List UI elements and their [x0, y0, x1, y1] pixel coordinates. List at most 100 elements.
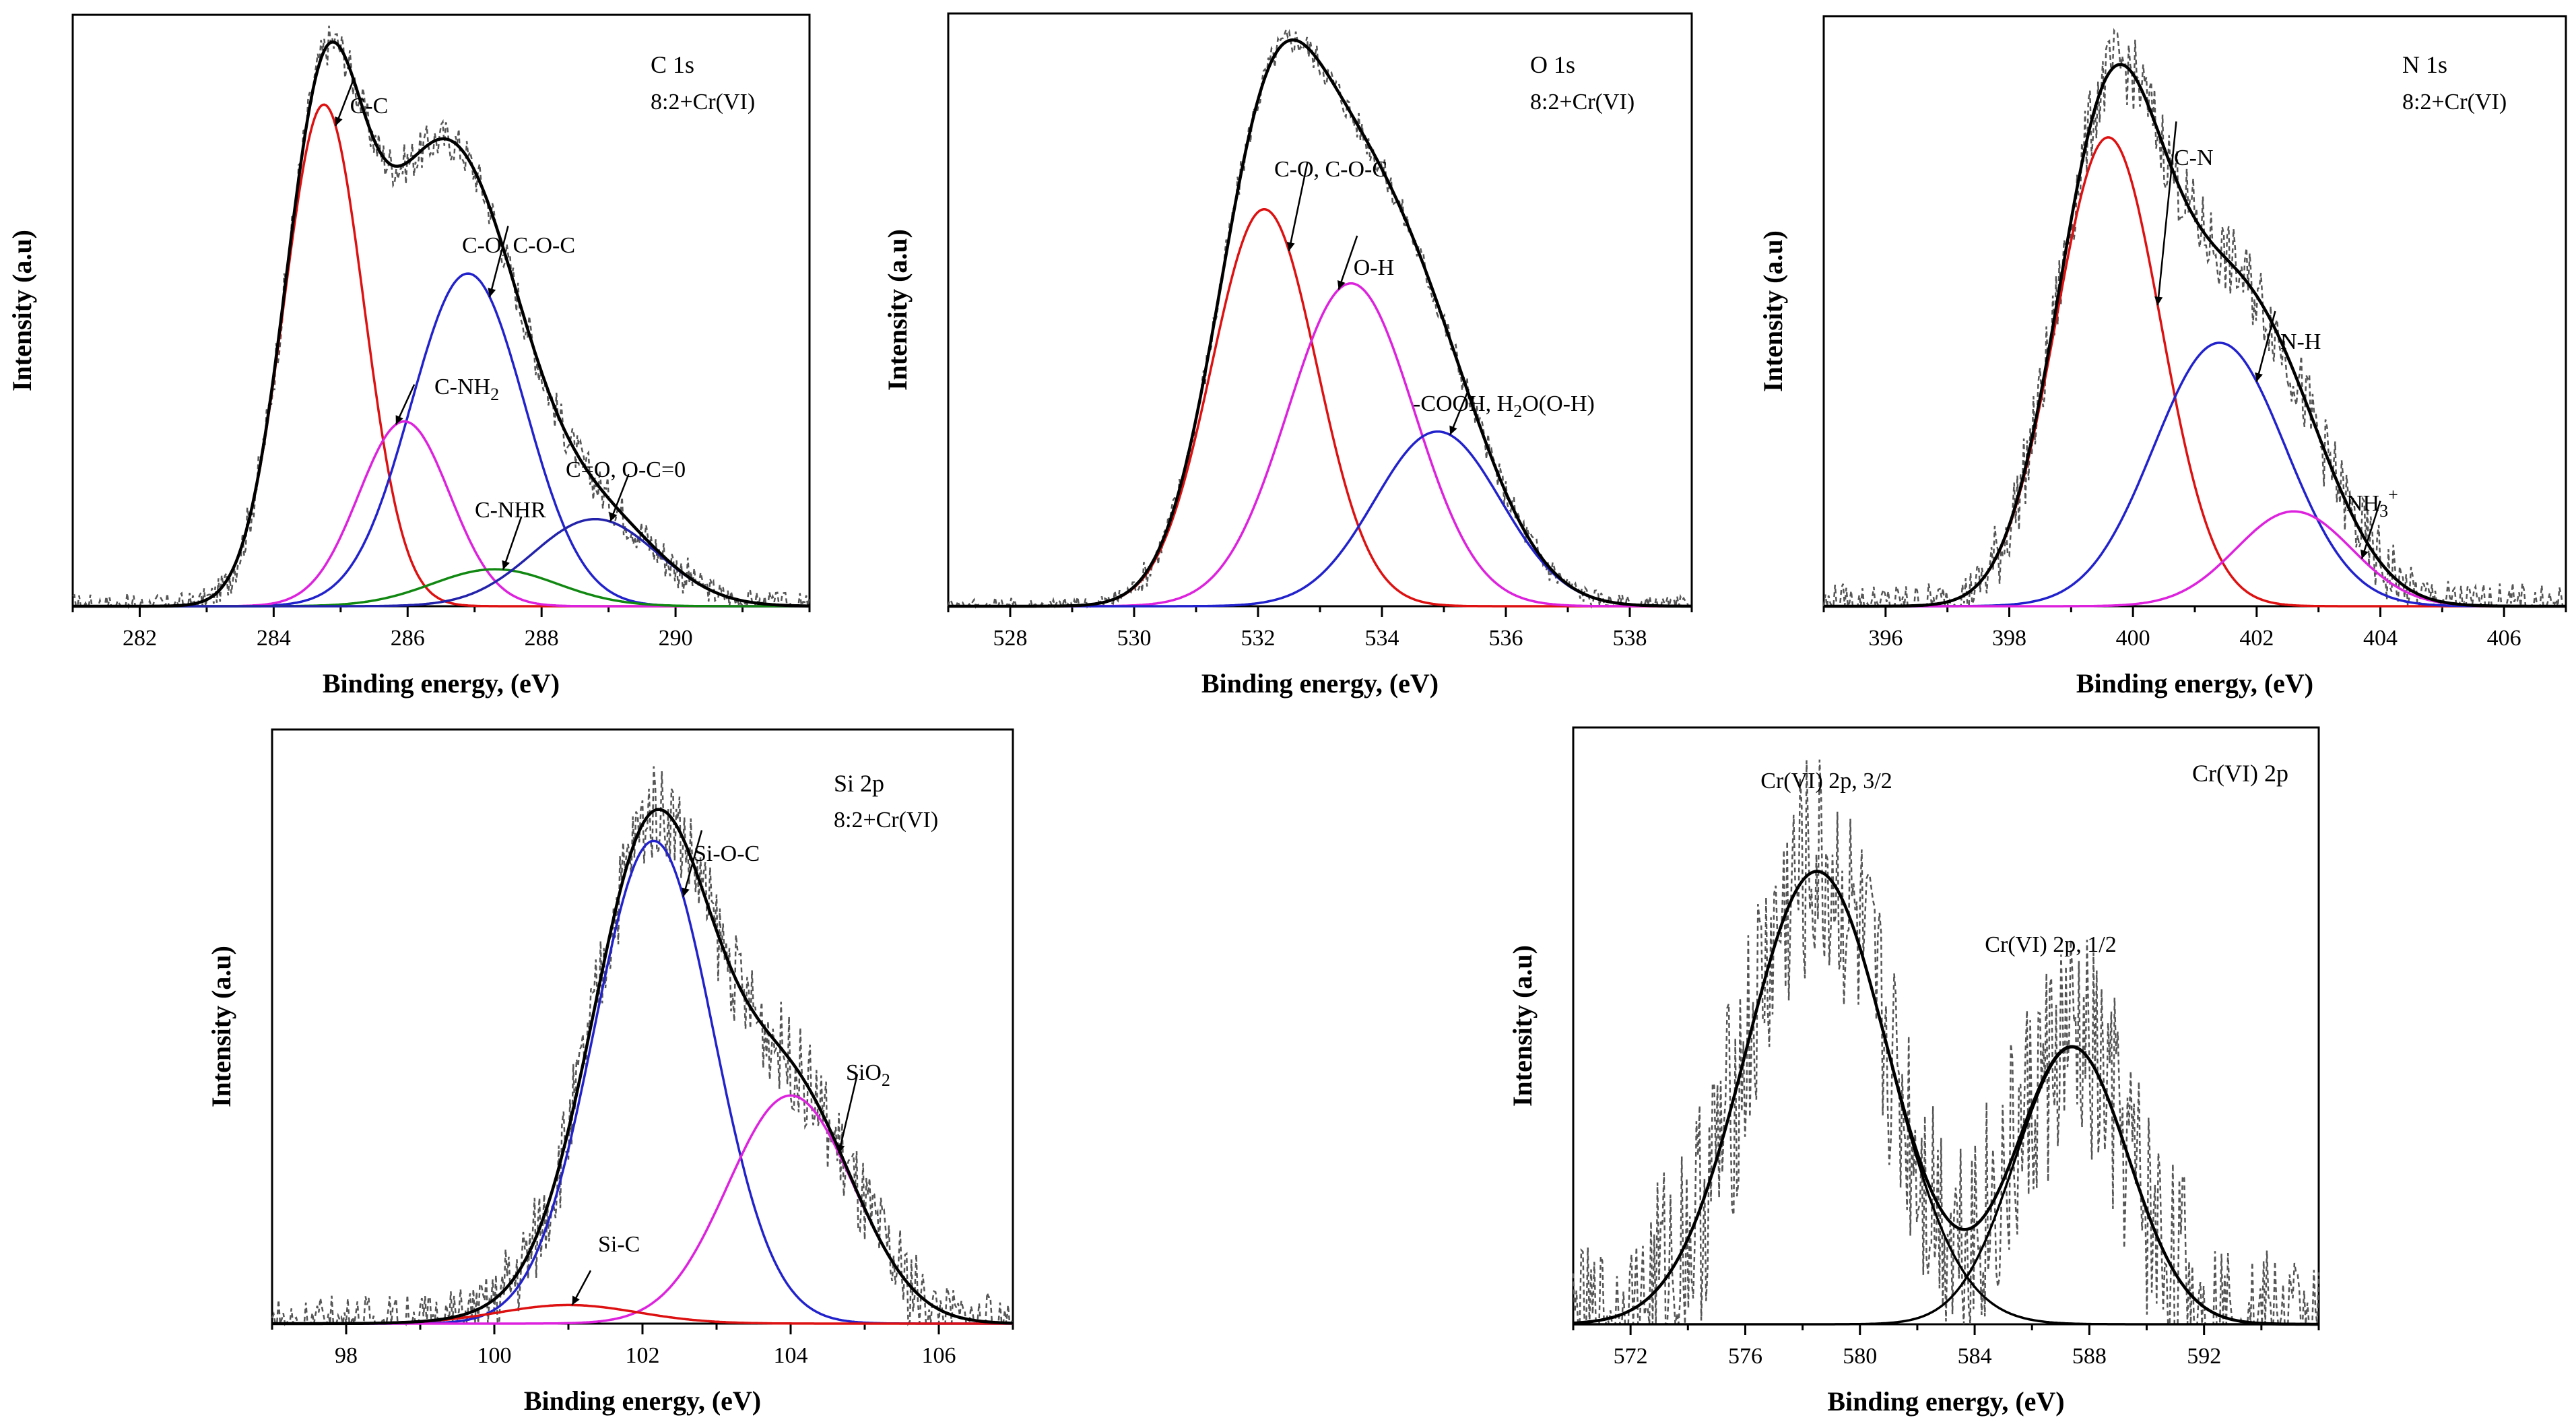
arrow-head [395, 415, 403, 425]
arrow-head [609, 512, 618, 522]
peak-label: -COOH, H2O(O-H) [1413, 391, 1595, 421]
peak-label-text: NH [2346, 491, 2379, 516]
peak-0 [272, 839, 1013, 1325]
panel-title: N 1s [2402, 51, 2447, 78]
peak-label-text: C-O, C-O-C [1274, 157, 1387, 182]
x-tick-label: 98 [335, 1343, 358, 1368]
envelope-fit [1573, 870, 2319, 1326]
label-arrow [2360, 500, 2381, 559]
x-tick-label: 576 [1728, 1344, 1762, 1369]
x-tick-label: 580 [1843, 1344, 1877, 1369]
x-axis-title: Binding energy, (eV) [1827, 1386, 2064, 1417]
peak-label: C-NH2 [434, 375, 499, 404]
y-axis-title: Intensity (a.u) [7, 230, 37, 391]
panel-c1s: 282 284 286 288 290 Binding energy, (eV) Inten… [7, 13, 811, 699]
x-tick-label: 398 [1992, 626, 2026, 651]
peak-1 [948, 282, 1692, 608]
x-tick-label: 106 [922, 1343, 956, 1368]
x-tick-label: 406 [2487, 626, 2521, 651]
y-axis-title: Intensity (a.u) [1758, 230, 1788, 392]
envelope-fit [1824, 63, 2566, 608]
label-arrow [682, 830, 703, 897]
peak-label-sub: 2 [490, 385, 499, 404]
peak-label-sup: + [2388, 485, 2398, 505]
peak-2 [73, 420, 810, 608]
arrow-head [572, 1295, 580, 1305]
peak-label: Si-O-C [694, 841, 760, 866]
peak-label: O-H [1354, 255, 1394, 280]
x-tick-label: 588 [2072, 1344, 2107, 1369]
peak-label-text: N-H [2280, 329, 2321, 354]
peak-label: C-C [350, 94, 389, 119]
peak-label-sub: 2 [1513, 401, 1522, 421]
x-tick-label: 102 [626, 1343, 660, 1368]
panel-title: O 1s [1530, 51, 1575, 78]
raw-spectrum [1822, 28, 2566, 610]
panel-subtitle: 8:2+Cr(VI) [834, 808, 938, 833]
arrow-head [1286, 241, 1295, 251]
peak-label-text: C-NH [434, 375, 490, 399]
raw-spectrum [1572, 759, 2320, 1326]
peak-1 [1824, 342, 2566, 608]
raw-spectrum [271, 766, 1014, 1327]
arrow-head [502, 560, 510, 570]
x-tick-label: 100 [477, 1343, 512, 1368]
arrow-head [1449, 425, 1457, 435]
peak-0 [73, 103, 810, 608]
y-axis-title: Intensity (a.u) [1507, 945, 1538, 1107]
envelope-fit [948, 38, 1692, 608]
y-axis-title: Intensity (a.u) [882, 229, 913, 391]
arrow-head [488, 288, 496, 297]
x-tick-label: 288 [525, 626, 559, 651]
peak-label-sub: 3 [2379, 501, 2388, 521]
envelope-fit [272, 808, 1013, 1326]
peak-label-text: O-H [1354, 255, 1394, 280]
label-arrow [1337, 235, 1358, 290]
x-tick-label: 534 [1365, 626, 1399, 651]
label-arrow [1288, 161, 1309, 251]
peak-label-text: Cr(VI) 2p, 1/2 [1985, 932, 2116, 957]
peak-label: C-N [2174, 145, 2214, 170]
panel-si2p: 98 100 102 104 106 Binding energy, (eV) Intens… [206, 728, 1014, 1416]
peak-2 [948, 430, 1692, 608]
envelope-fit [73, 40, 810, 608]
label-arrow [838, 1074, 859, 1154]
x-tick-label: 402 [2239, 626, 2274, 651]
label-arrow [502, 516, 523, 571]
arrow-head [2360, 549, 2369, 559]
peak-label-text: Si-O-C [694, 841, 760, 866]
peak-label-text: Si-C [598, 1232, 640, 1257]
plot-frame [71, 13, 811, 608]
arrow-head [2255, 372, 2263, 382]
panel-subtitle: 8:2+Cr(VI) [651, 90, 755, 115]
x-tick-label: 532 [1241, 626, 1276, 651]
peak-label: NH3+ [2346, 485, 2398, 521]
peak-label: Cr(VI) 2p, 1/2 [1985, 932, 2116, 957]
peak-label: Cr(VI) 2p, 3/2 [1760, 769, 1892, 793]
panel-n1s: 396 398 400 402 404 406 Binding energy, (eV) In… [1758, 15, 2567, 699]
panel-title: C 1s [651, 51, 694, 78]
x-tick-label: 572 [1614, 1344, 1648, 1369]
arrow-head [836, 1144, 845, 1154]
x-tick-label: 530 [1117, 626, 1152, 651]
peak-label-text: SiO [846, 1060, 882, 1085]
y-axis-title: Intensity (a.u) [206, 946, 236, 1107]
peak-label-tail: O(O-H) [1522, 391, 1595, 416]
x-tick-label: 282 [123, 626, 157, 651]
peak-label: SiO2 [846, 1060, 890, 1090]
arrow-head [2154, 296, 2163, 306]
x-tick-label: 290 [659, 626, 693, 651]
x-tick-label: 396 [1868, 626, 1903, 651]
peak-label-text: Cr(VI) 2p, 3/2 [1760, 769, 1892, 793]
peak-label-text: C-N [2174, 145, 2214, 170]
x-tick-label: 584 [1958, 1344, 1992, 1369]
x-tick-label: 404 [2363, 626, 2398, 651]
x-tick-label: 400 [2116, 626, 2150, 651]
x-tick-label: 538 [1613, 626, 1647, 651]
arrow-head [1337, 280, 1346, 290]
plot-frame [1572, 726, 2320, 1326]
arrow-head [682, 887, 690, 897]
x-axis-title: Binding energy, (eV) [2076, 668, 2313, 699]
panel-cr2p: 572 576 580 584 588 592 Binding energy, (eV) In… [1507, 726, 2320, 1417]
